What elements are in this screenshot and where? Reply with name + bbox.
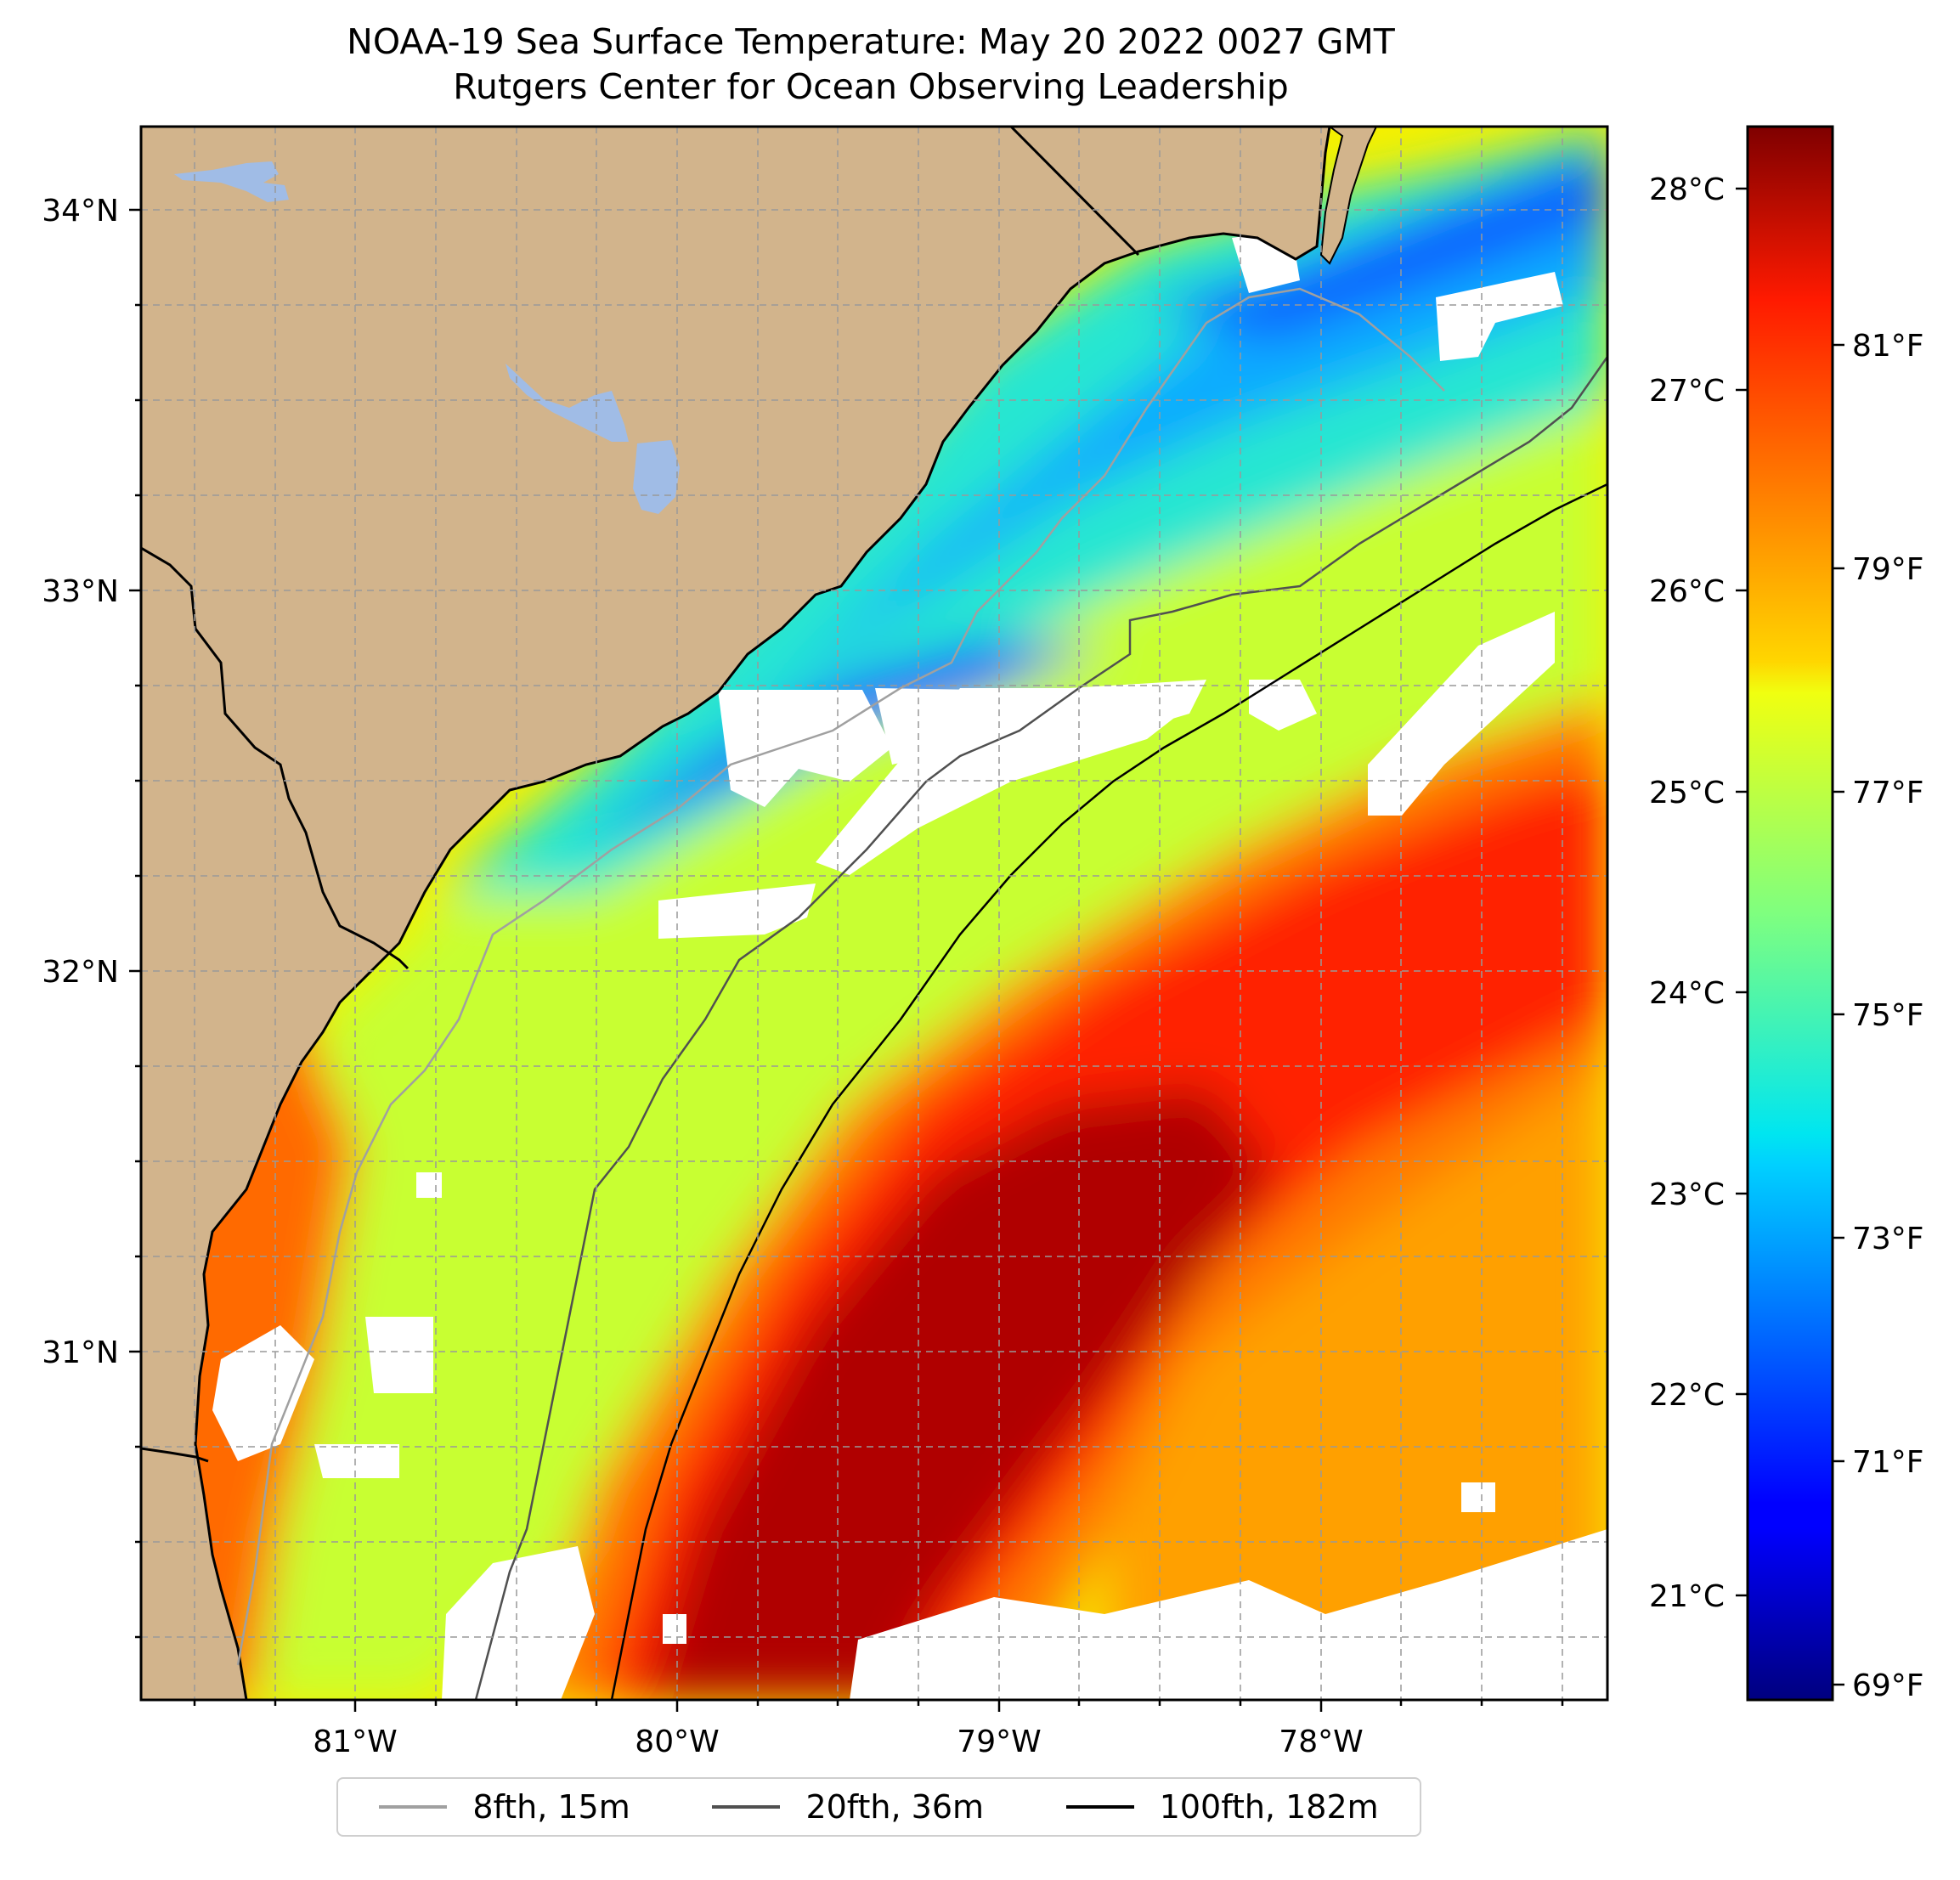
fahrenheit-label: 81°F (1852, 329, 1924, 364)
lat-label: 31°N (42, 1335, 119, 1370)
lat-label: 33°N (42, 574, 119, 609)
fahrenheit-label: 69°F (1852, 1668, 1924, 1703)
legend-label: 8fth, 15m (472, 1788, 630, 1826)
state-borders (141, 127, 1140, 1463)
contour-8fth (236, 287, 1445, 1666)
legend-item-8fth: 8fth, 15m (379, 1788, 630, 1826)
celsius-label: 24°C (1649, 976, 1725, 1011)
map-area (141, 127, 1607, 1700)
sst-field (141, 127, 1607, 1700)
bathymetry-contours (236, 287, 1607, 1700)
celsius-label: 23°C (1649, 1177, 1725, 1212)
legend-item-20fth: 20fth, 36m (712, 1788, 984, 1826)
contour-legend: 8fth, 15m 20fth, 36m 100fth, 182m (336, 1777, 1421, 1837)
celsius-label: 27°C (1649, 374, 1725, 409)
colorbar (1746, 125, 1834, 1702)
fahrenheit-label: 73°F (1852, 1222, 1924, 1256)
celsius-label: 21°C (1649, 1579, 1725, 1614)
colorbar-ticks (1736, 187, 1844, 1686)
legend-swatch (712, 1805, 781, 1809)
lon-label: 78°W (1279, 1725, 1363, 1759)
lon-label: 79°W (957, 1725, 1041, 1759)
map-subtitle: Rutgers Center for Ocean Observing Leade… (453, 66, 1289, 107)
lon-label: 81°W (313, 1725, 397, 1759)
legend-swatch (379, 1805, 448, 1809)
land-mass (141, 127, 1331, 1700)
map-title: NOAA-19 Sea Surface Temperature: May 20 … (347, 21, 1395, 62)
fahrenheit-label: 71°F (1852, 1445, 1924, 1480)
fahrenheit-label: 79°F (1852, 552, 1924, 587)
fahrenheit-label: 77°F (1852, 776, 1924, 810)
celsius-label: 22°C (1649, 1378, 1725, 1413)
axis-labels: 81°W 80°W 79°W 78°W 34°N 33°N 32°N 31°N (42, 194, 1363, 1759)
celsius-label: 26°C (1649, 574, 1725, 609)
graticule (141, 127, 1607, 1700)
celsius-label: 25°C (1649, 776, 1725, 810)
legend-swatch (1065, 1805, 1134, 1809)
cloud-mask (212, 229, 1607, 1700)
lat-label: 32°N (42, 955, 119, 990)
contour-20fth (474, 356, 1607, 1700)
axis-ticks (129, 208, 1564, 1712)
contour-100fth (610, 483, 1607, 1700)
map-frame (139, 125, 1609, 1702)
barrier-island (1319, 127, 1378, 265)
legend-label: 20fth, 36m (805, 1788, 985, 1826)
lat-label: 34°N (42, 194, 119, 229)
colorbar-labels: 28°C 27°C 26°C 25°C 24°C 23°C 22°C 21°C … (1649, 172, 1923, 1703)
legend-item-100fth: 100fth, 182m (1065, 1788, 1379, 1826)
celsius-label: 28°C (1649, 172, 1725, 207)
fahrenheit-label: 75°F (1852, 998, 1924, 1033)
lon-label: 80°W (635, 1725, 719, 1759)
legend-label: 100fth, 182m (1159, 1788, 1379, 1826)
